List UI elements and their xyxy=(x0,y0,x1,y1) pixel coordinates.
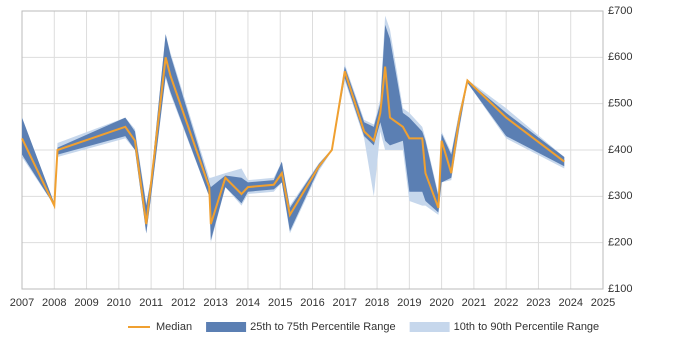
x-tick-label: 2021 xyxy=(462,297,486,309)
y-tick-label: £700 xyxy=(608,5,632,17)
y-tick-label: £600 xyxy=(608,51,632,63)
y-tick-label: £300 xyxy=(608,190,632,202)
x-tick-label: 2019 xyxy=(397,297,421,309)
legend-swatch xyxy=(409,322,450,332)
x-tick-label: 2020 xyxy=(429,297,453,309)
x-tick-label: 2015 xyxy=(268,297,292,309)
x-tick-label: 2017 xyxy=(333,297,357,309)
x-tick-label: 2013 xyxy=(203,297,227,309)
x-tick-label: 2022 xyxy=(494,297,518,309)
y-tick-label: £100 xyxy=(608,283,632,295)
x-tick-label: 2009 xyxy=(74,297,98,309)
x-tick-label: 2016 xyxy=(300,297,324,309)
legend-label: 10th to 90th Percentile Range xyxy=(454,321,600,333)
x-tick-label: 2012 xyxy=(171,297,195,309)
legend-label: Median xyxy=(156,321,192,333)
x-tick-label: 2008 xyxy=(42,297,66,309)
legend-swatch xyxy=(206,322,247,332)
x-tick-label: 2014 xyxy=(236,297,260,309)
y-tick-label: £500 xyxy=(608,98,632,110)
median-line xyxy=(21,57,565,225)
legend-label: 25th to 75th Percentile Range xyxy=(250,321,396,333)
x-tick-label: 2007 xyxy=(10,297,34,309)
x-tick-label: 2018 xyxy=(365,297,389,309)
x-tick-label: 2023 xyxy=(526,297,550,309)
x-tick-label: 2025 xyxy=(591,297,615,309)
x-tick-label: 2011 xyxy=(139,297,163,309)
percentile-band xyxy=(22,24,565,241)
y-tick-label: £200 xyxy=(608,237,632,249)
y-tick-label: £400 xyxy=(608,144,632,156)
x-tick-label: 2010 xyxy=(107,297,131,309)
x-tick-label: 2024 xyxy=(558,297,582,309)
